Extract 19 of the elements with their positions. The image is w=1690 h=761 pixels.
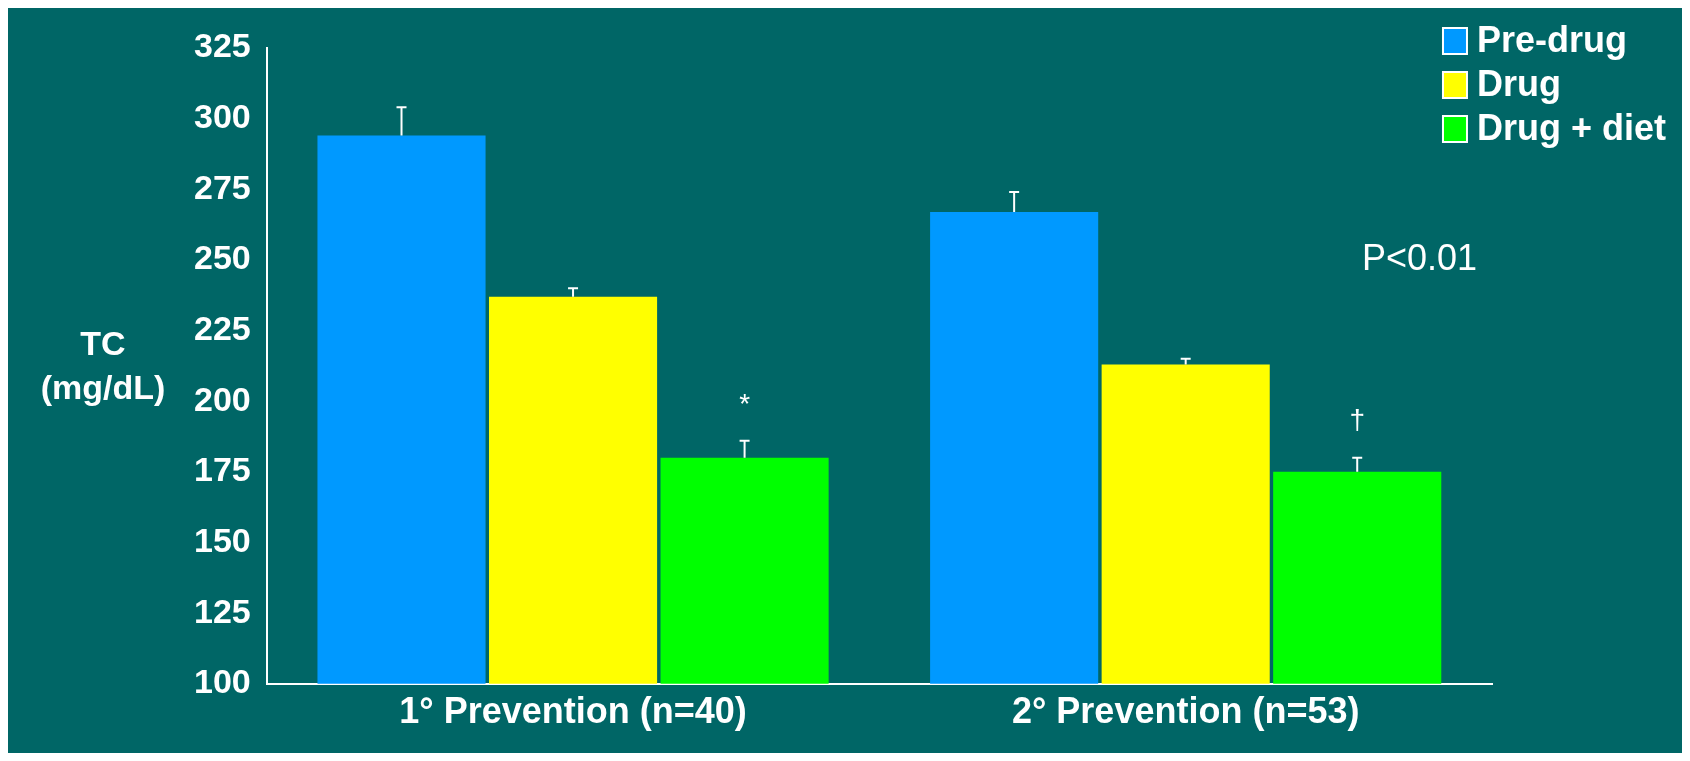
legend-label: Drug [1476, 62, 1561, 104]
annotation: * [739, 387, 751, 419]
annotation: † [1349, 404, 1366, 436]
y-tick-label: 300 [193, 97, 251, 136]
y-tick-label: 150 [193, 520, 251, 559]
legend-label: Pre-drug [1476, 18, 1627, 60]
y-tick-label: 100 [193, 662, 251, 701]
y-tick-label: 275 [193, 167, 251, 206]
y-tick-label: 225 [193, 308, 251, 347]
y-tick-label: 200 [193, 379, 251, 418]
y-axis-title: TC (mg/dL) [40, 323, 166, 406]
x-tick-label: 1° Prevention (n=40) [399, 690, 747, 732]
x-tick-label: 2° Prevention (n=53) [1011, 690, 1360, 732]
y-tick-label: 250 [193, 238, 251, 277]
annotation: P<0.01 [1362, 236, 1478, 278]
y-tick-label: 125 [193, 591, 251, 630]
legend-label: Drug + diet [1476, 106, 1667, 148]
y-tick-label: 325 [193, 26, 251, 65]
y-tick-label: 175 [193, 450, 251, 489]
